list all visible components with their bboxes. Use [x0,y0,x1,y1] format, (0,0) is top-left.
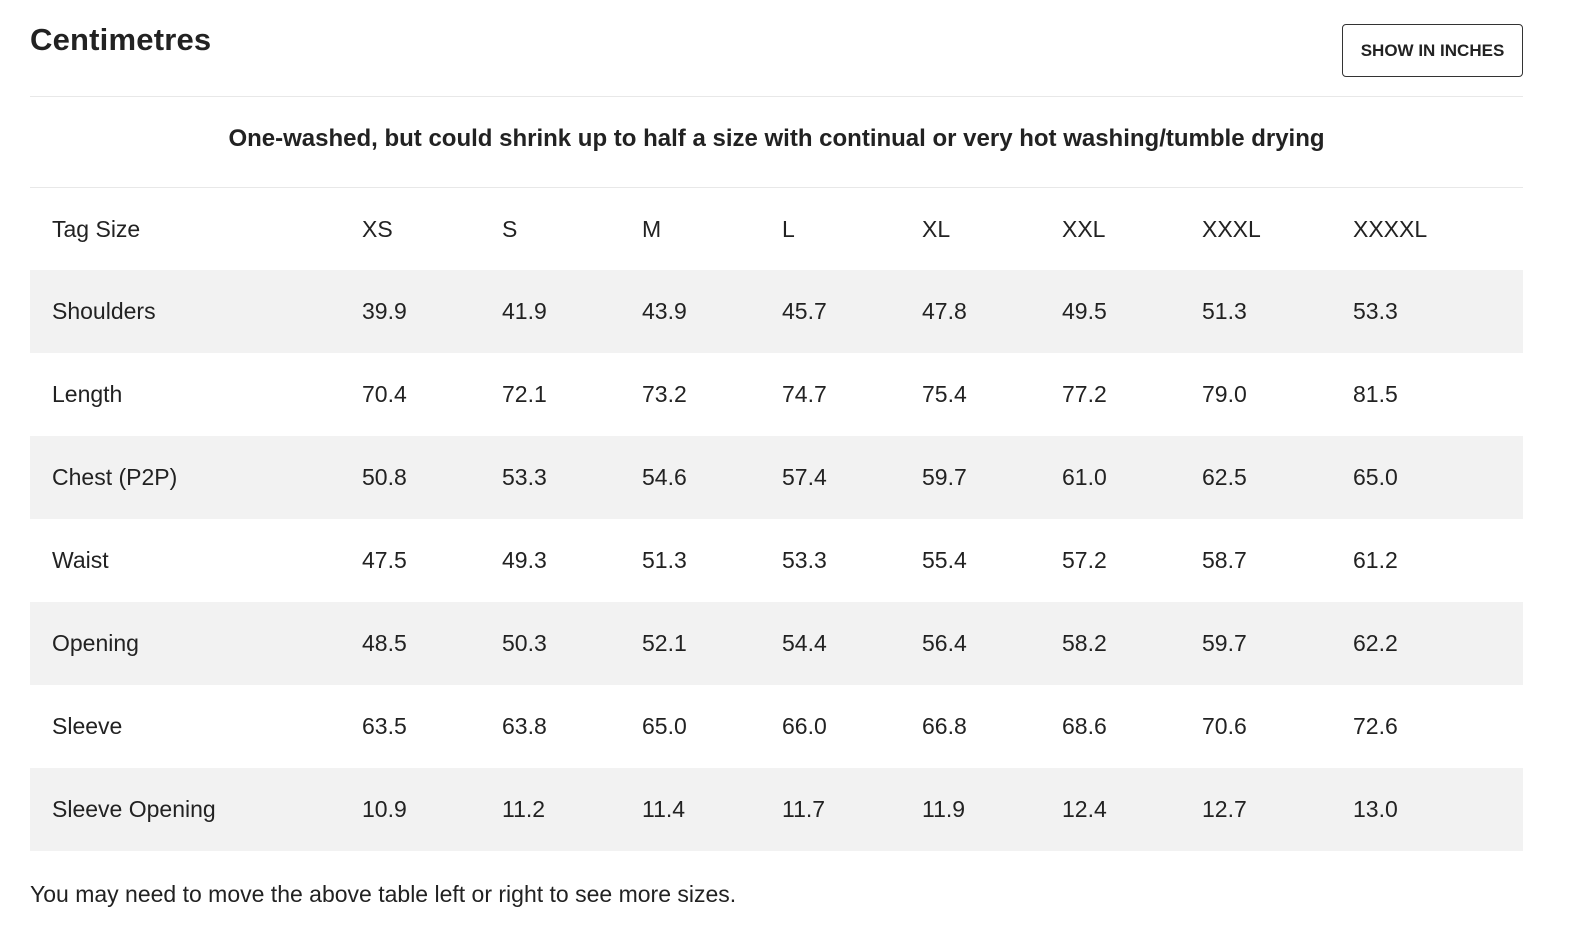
row-label: Shoulders [52,298,156,324]
table-cell: 47.8 [922,298,967,324]
size-chart-header: Centimetres SHOW IN INCHES [30,0,1523,97]
table-row: Opening 48.5 50.3 52.1 54.4 56.4 58.2 59.7 62.2 [30,602,1523,685]
table-cell: 11.9 [922,796,966,822]
table-cell: 62.5 [1202,464,1247,490]
table-cell: 51.3 [642,547,687,573]
table-cell: 59.7 [922,464,967,490]
table-cell: 81.5 [1353,381,1398,407]
row-label: Waist [52,547,109,573]
unit-title: Centimetres [30,22,212,57]
size-table[interactable]: Tag Size XS S M L XL XXL XXXL XXXXL Shou… [30,188,1523,851]
table-cell: 77.2 [1062,381,1107,407]
column-header-l: L [782,215,795,242]
row-label: Opening [52,630,139,656]
row-label: Chest (P2P) [52,464,178,490]
table-row: Waist 47.5 49.3 51.3 53.3 55.4 57.2 58.7 61.2 [30,519,1523,602]
table-cell: 12.7 [1202,796,1247,822]
table-cell: 53.3 [1353,298,1398,324]
table-header-row: Tag Size XS S M L XL XXL XXXL XXXXL [30,188,1523,270]
table-row: Chest (P2P) 50.8 53.3 54.6 57.4 59.7 61.0 62.5 6… [30,436,1523,519]
table-cell: 45.7 [782,298,827,324]
table-cell: 56.4 [922,630,967,656]
table-cell: 65.0 [642,713,687,739]
size-chart: Centimetres SHOW IN INCHES One-washed, b… [30,0,1523,908]
table-cell: 72.1 [502,381,547,407]
table-cell: 12.4 [1062,796,1107,822]
column-header-xxxxl: XXXXL [1353,215,1428,242]
table-cell: 68.6 [1062,713,1107,739]
table-cell: 54.6 [642,464,687,490]
table-cell: 49.5 [1062,298,1107,324]
column-header-xl: XL [922,215,951,242]
table-cell: 57.2 [1062,547,1107,573]
table-cell: 79.0 [1202,381,1247,407]
table-cell: 51.3 [1202,298,1247,324]
table-row: Sleeve Opening 10.9 11.2 11.4 11.7 11.9 12.4 12… [30,768,1523,851]
table-cell: 52.1 [642,630,687,656]
table-cell: 59.7 [1202,630,1247,656]
row-label: Sleeve Opening [52,796,216,822]
table-cell: 63.8 [502,713,547,739]
scroll-hint: You may need to move the above table lef… [30,881,737,907]
table-row: Sleeve 63.5 63.8 65.0 66.0 66.8 68.6 70.6 72.6 [30,685,1523,768]
column-header-xxl: XXL [1062,215,1106,242]
table-cell: 74.7 [782,381,827,407]
table-cell: 53.3 [502,464,547,490]
table-cell: 58.7 [1202,547,1247,573]
column-header-s: S [502,215,518,242]
table-cell: 50.8 [362,464,407,490]
table-cell: 72.6 [1353,713,1398,739]
table-cell: 66.8 [922,713,967,739]
table-row: Length 70.4 72.1 73.2 74.7 75.4 77.2 79.0 81.5 [30,353,1523,436]
table-cell: 11.4 [642,796,686,822]
column-header-xs: XS [362,215,393,242]
table-cell: 57.4 [782,464,827,490]
table-cell: 54.4 [782,630,827,656]
table-cell: 61.0 [1062,464,1107,490]
table-cell: 48.5 [362,630,407,656]
table-cell: 47.5 [362,547,407,573]
table-row: Shoulders 39.9 41.9 43.9 45.7 47.8 49.5 51.3 53.… [30,270,1523,353]
table-cell: 10.9 [362,796,407,822]
table-cell: 66.0 [782,713,827,739]
table-cell: 11.2 [502,796,546,822]
row-label: Sleeve [52,713,123,739]
shrink-note: One-washed, but could shrink up to half … [30,97,1523,188]
table-cell: 11.7 [782,796,826,822]
table-cell: 55.4 [922,547,967,573]
table-cell: 58.2 [1062,630,1107,656]
table-cell: 65.0 [1353,464,1398,490]
table-cell: 61.2 [1353,547,1398,573]
table-cell: 75.4 [922,381,967,407]
column-header-tag-size: Tag Size [52,215,141,242]
column-header-m: M [642,215,662,242]
show-in-inches-button[interactable]: SHOW IN INCHES [1342,24,1523,77]
size-table-body: Shoulders 39.9 41.9 43.9 45.7 47.8 49.5 51.3 53.… [30,270,1523,851]
table-cell: 53.3 [782,547,827,573]
column-header-xxxl: XXXL [1202,215,1261,242]
table-cell: 62.2 [1353,630,1398,656]
table-cell: 43.9 [642,298,687,324]
table-cell: 50.3 [502,630,547,656]
table-cell: 49.3 [502,547,547,573]
table-cell: 70.6 [1202,713,1247,739]
table-cell: 13.0 [1353,796,1398,822]
table-cell: 39.9 [362,298,407,324]
table-cell: 41.9 [502,298,547,324]
row-label: Length [52,381,123,407]
table-cell: 70.4 [362,381,407,407]
table-cell: 73.2 [642,381,687,407]
table-cell: 63.5 [362,713,407,739]
